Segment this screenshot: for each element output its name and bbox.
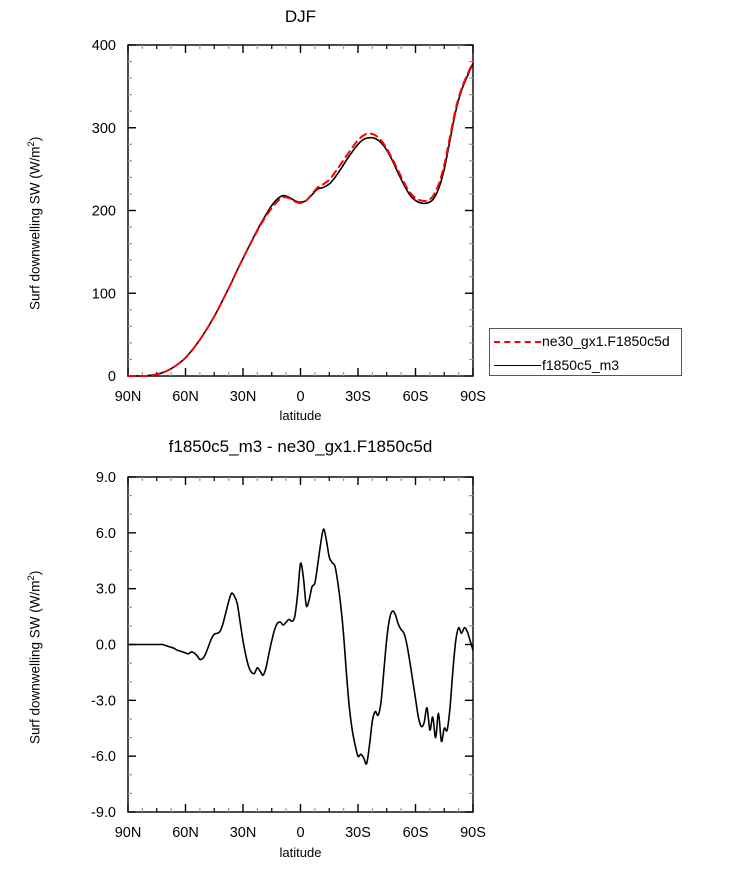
top-panel: DJF Surf downwelling SW (W/m2) 90N 60N 30N… — [0, 0, 733, 432]
x-tick-label: 60S — [403, 389, 429, 405]
y-tick-label: -9.0 — [91, 805, 116, 821]
x-tick-label: 30N — [230, 389, 257, 405]
legend-entry-1: f1850c5_m3 — [490, 353, 681, 377]
y-tick-label: 0.0 — [96, 638, 116, 654]
y-tick-label: 400 — [92, 38, 116, 54]
y-tick-label: 9.0 — [96, 470, 116, 486]
x-tick-label: 30N — [230, 825, 257, 841]
legend-label-0: ne30_gx1.F1850c5d — [542, 333, 670, 349]
x-tick-label: 30S — [345, 389, 371, 405]
legend: ne30_gx1.F1850c5d f1850c5_m3 — [489, 328, 682, 376]
y-tick-label: 200 — [92, 204, 116, 220]
bottom-chart-title: f1850c5_m3 - ne30_gx1.F1850c5d — [168, 437, 433, 456]
top-plot-canvas: 90N 60N 30N 0 30S 60S 90S 0 100 200 300 400 — [92, 38, 486, 405]
x-tick-label: 90S — [460, 389, 486, 405]
y-tick-label: 6.0 — [96, 526, 116, 542]
y-tick-label: 100 — [92, 286, 116, 302]
y-tick-label: -3.0 — [91, 693, 116, 709]
x-tick-label: 60N — [172, 825, 199, 841]
y-tick-label: 0 — [108, 369, 116, 385]
legend-label-1: f1850c5_m3 — [542, 357, 620, 373]
legend-entry-0: ne30_gx1.F1850c5d — [490, 329, 681, 353]
x-tick-label: 90N — [115, 825, 142, 841]
x-tick-label: 60S — [403, 825, 429, 841]
top-chart-title: DJF — [284, 7, 317, 26]
legend-line-icon-1 — [494, 359, 541, 371]
x-tick-label: 30S — [345, 825, 371, 841]
legend-line-icon-0 — [494, 335, 541, 347]
y-tick-label: 3.0 — [96, 582, 116, 598]
series-line-0 — [127, 528, 474, 765]
x-tick-label: 0 — [296, 389, 304, 405]
series-line-1 — [127, 61, 474, 377]
bottom-x-axis-title: latitude — [279, 845, 322, 860]
x-tick-label: 90N — [115, 389, 142, 405]
series-line-0 — [127, 62, 474, 377]
y-tick-label: -6.0 — [91, 749, 116, 765]
bottom-panel: f1850c5_m3 - ne30_gx1.F1850c5d Surf down… — [0, 432, 733, 869]
x-tick-label: 0 — [296, 825, 304, 841]
bottom-plot-canvas: 90N 60N 30N 0 30S 60S 90S 9.0 6.0 3.0 0.0 -3.0 -6.0 -… — [91, 470, 486, 841]
y-tick-label: 300 — [92, 121, 116, 137]
x-tick-label: 60N — [172, 389, 199, 405]
top-x-axis-title: latitude — [279, 408, 322, 423]
x-tick-label: 90S — [460, 825, 486, 841]
